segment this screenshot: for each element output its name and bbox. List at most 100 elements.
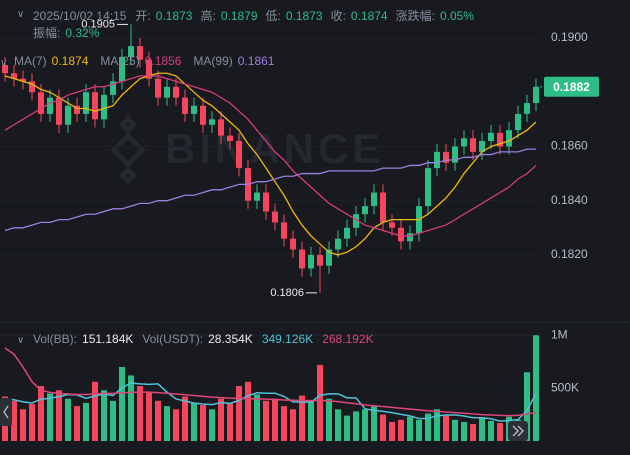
candle-body — [191, 105, 197, 114]
left-handle[interactable] — [0, 398, 12, 426]
volume-bar — [191, 402, 197, 441]
volume-bar — [497, 423, 503, 441]
header-value: 0.1874 — [350, 9, 388, 23]
volume-legend-label: Vol(BB): — [33, 332, 78, 346]
candle-body — [389, 222, 395, 228]
candle-body — [443, 151, 449, 163]
volume-bar — [119, 367, 125, 441]
candle-body — [137, 46, 143, 60]
candle-body — [506, 130, 512, 147]
volume-bar — [335, 409, 341, 441]
volume-bar — [425, 413, 431, 441]
candle-body — [308, 254, 314, 269]
left-handle-icon[interactable] — [3, 405, 9, 419]
scroll-button[interactable] — [508, 421, 528, 441]
candle-body — [407, 233, 413, 242]
candle-body — [92, 92, 98, 120]
candle-body — [425, 168, 431, 207]
candle-body — [524, 103, 530, 114]
legend-label: MA(7) — [14, 54, 47, 68]
volume-bar — [146, 392, 152, 441]
candle-body — [398, 227, 404, 242]
volume-bar — [29, 404, 35, 441]
candle-body — [182, 97, 188, 114]
ma-legend: MA(7) 0.1874 MA(25) 0.1856 MA(99) 0.1861 — [14, 53, 286, 70]
volume-bar — [92, 381, 98, 441]
volume-bar — [227, 402, 233, 441]
candle-body — [335, 238, 341, 250]
legend-value: 0.1874 — [51, 54, 89, 68]
volume-ma-line — [4, 382, 537, 422]
volume-bar — [317, 364, 323, 441]
volume-bar — [74, 406, 80, 441]
candle-body — [164, 86, 170, 98]
volume-bar — [398, 419, 404, 441]
volume-bar — [218, 398, 224, 441]
candle-body — [497, 132, 503, 147]
header-value: 0.1873 — [285, 9, 323, 23]
volume-bar — [263, 400, 269, 441]
ma-line — [4, 72, 537, 256]
volume-legend: Vol(BB): 151.184K Vol(USDT): 28.354K 349.126… — [33, 331, 383, 348]
candle-body — [2, 65, 8, 74]
candle-body — [47, 97, 53, 114]
candle-body — [272, 211, 278, 223]
candle-body — [74, 105, 80, 114]
header-value: 0.1873 — [155, 9, 193, 23]
candle-body — [155, 78, 161, 98]
collapse-icon[interactable]: ∨ — [17, 335, 25, 346]
candle-body — [83, 92, 89, 114]
candle-body — [65, 105, 71, 125]
volume-bar — [128, 375, 134, 441]
volume-bar — [182, 396, 188, 441]
collapse-icon[interactable]: ∨ — [0, 58, 8, 69]
candle-body — [236, 141, 242, 169]
candle-body — [371, 192, 377, 207]
volume-bar — [371, 406, 377, 441]
volume-bar — [380, 414, 386, 441]
candle-body — [254, 192, 260, 201]
volume-bar — [461, 421, 467, 441]
candle-body — [281, 222, 287, 239]
low-marker-label: 0.1806 — [270, 287, 304, 299]
volume-ma-line — [4, 347, 537, 417]
header-value: 0.32% — [65, 26, 100, 40]
volume-bar — [47, 393, 53, 441]
volume-bar — [344, 415, 350, 441]
candle-body — [110, 81, 116, 95]
legend-value: 0.1856 — [144, 54, 182, 68]
volume-bar — [20, 409, 26, 441]
volume-bar — [83, 402, 89, 441]
header-label: 涨跌幅: — [395, 9, 435, 23]
legend-label: MA(99) — [193, 54, 233, 68]
left-handle-bg[interactable] — [0, 398, 12, 426]
candle-body — [290, 238, 296, 250]
candle-body — [263, 192, 269, 212]
volume-legend-label: Vol(USDT): — [142, 332, 204, 346]
volume-bar — [281, 406, 287, 441]
candle-body — [299, 249, 305, 269]
candle-body — [56, 97, 62, 125]
y-tick-label: 0.1860 — [551, 139, 588, 153]
ohlc-header: 2025/10/02 14:15 开: 0.1873 高: 0.1879 低: 0.1873… — [33, 8, 503, 42]
volume-tick-label: 500K — [551, 380, 579, 394]
candle-body — [209, 119, 215, 125]
header-label: 振幅: — [33, 26, 61, 40]
candle-body — [461, 138, 467, 147]
header-label: 开: — [135, 9, 151, 23]
volume-bar — [11, 400, 17, 441]
scroll-icon[interactable] — [512, 425, 524, 437]
volume-bar — [272, 398, 278, 441]
candle-body — [533, 86, 539, 104]
candle-body — [353, 214, 359, 228]
volume-legend-value: 151.184K — [82, 332, 134, 346]
volume-bar — [209, 409, 215, 441]
y-tick-label: 0.1900 — [551, 30, 588, 44]
y-tick-label: 0.1840 — [551, 193, 588, 207]
volume-bar — [308, 400, 314, 441]
collapse-icon[interactable]: ∨ — [17, 9, 25, 20]
volume-legend-value: 28.354K — [208, 332, 253, 346]
candle-body — [38, 92, 44, 114]
